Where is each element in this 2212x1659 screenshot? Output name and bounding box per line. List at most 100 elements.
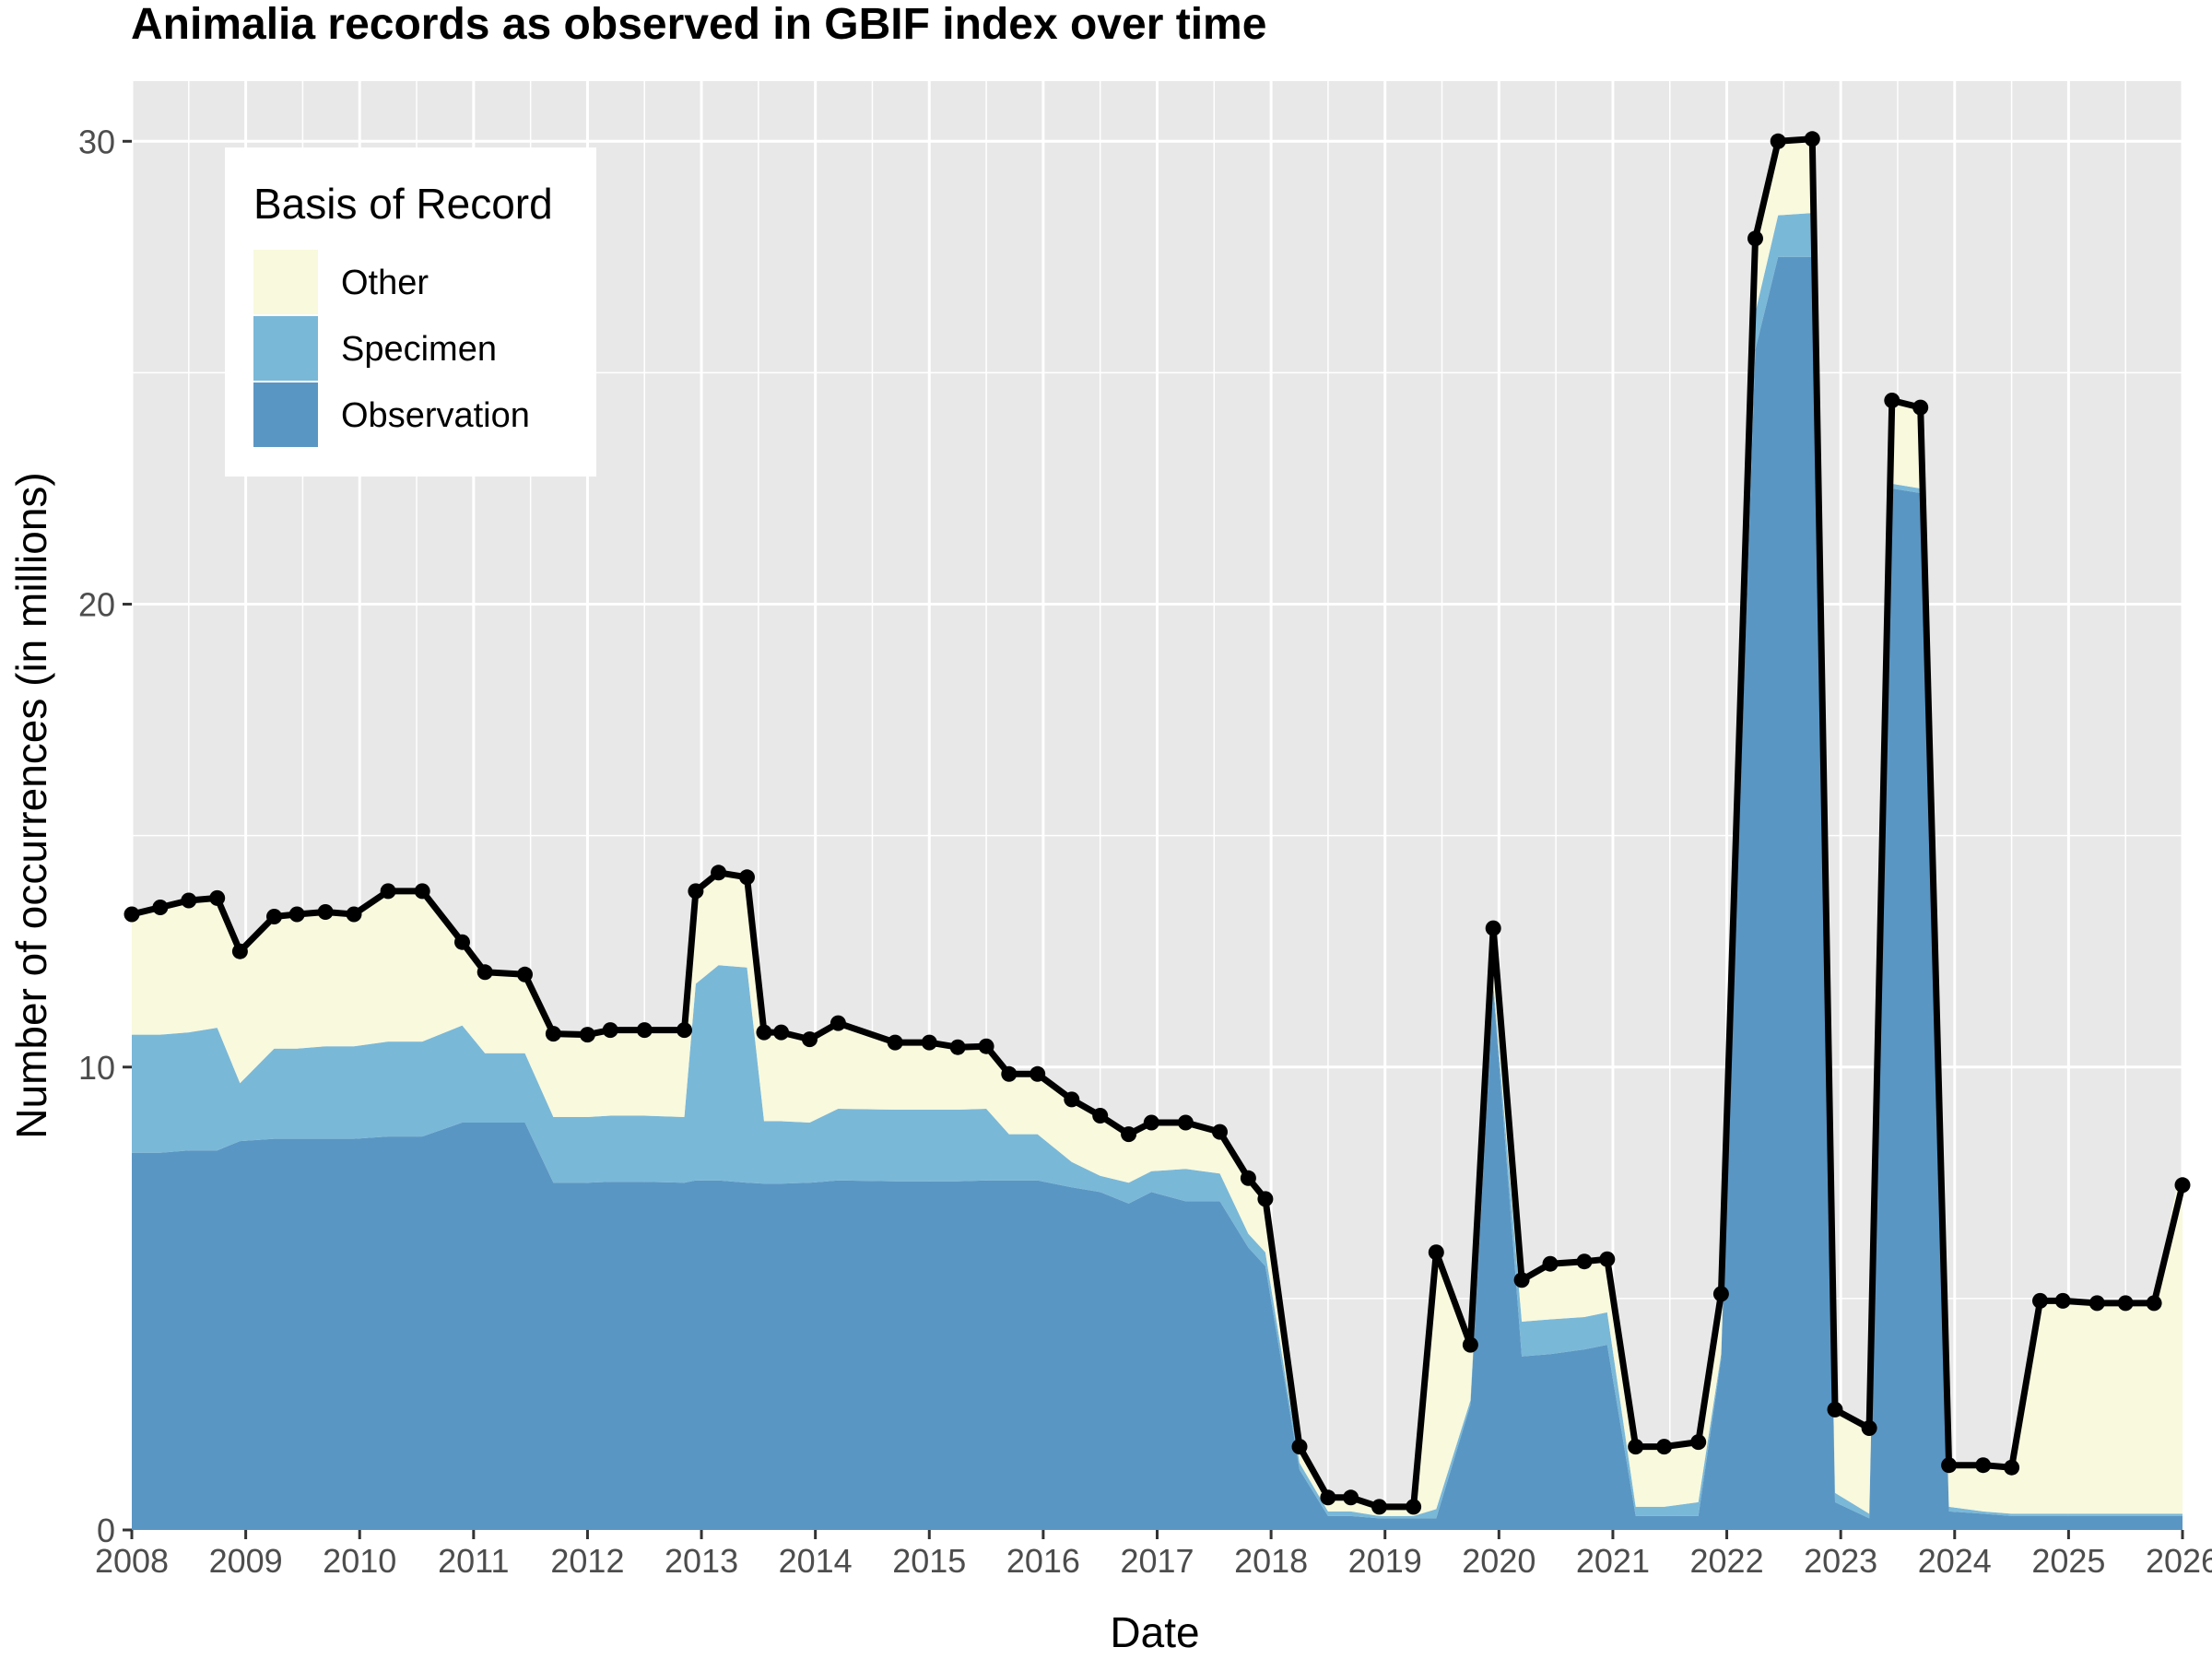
total-point xyxy=(1030,1065,1046,1082)
total-point xyxy=(1212,1124,1228,1140)
total-point xyxy=(1462,1336,1478,1353)
total-point xyxy=(1371,1499,1387,1515)
total-point xyxy=(1001,1065,1018,1082)
total-point xyxy=(1690,1434,1707,1451)
legend-key-other xyxy=(253,250,318,314)
total-point xyxy=(317,904,334,920)
x-tick-label: 2025 xyxy=(2031,1542,2105,1580)
total-point xyxy=(1542,1255,1559,1272)
total-point xyxy=(921,1034,937,1051)
x-tick-label: 2026 xyxy=(2146,1542,2212,1580)
total-point xyxy=(2032,1292,2048,1309)
stacked-areas xyxy=(132,138,2183,1530)
y-tick-label: 0 xyxy=(97,1512,115,1549)
total-point xyxy=(288,906,305,923)
total-point xyxy=(688,883,704,900)
x-tick-label: 2021 xyxy=(1576,1542,1650,1580)
x-tick-label: 2013 xyxy=(665,1542,738,1580)
x-tick-label: 2008 xyxy=(95,1542,169,1580)
total-point xyxy=(1712,1286,1729,1302)
total-point xyxy=(602,1022,618,1039)
total-point xyxy=(1064,1091,1080,1108)
total-point xyxy=(2146,1295,2162,1312)
total-point xyxy=(1599,1251,1616,1267)
y-tick-label: 30 xyxy=(78,123,115,160)
legend-entries: Other Specimen Observation xyxy=(253,250,530,447)
x-tick-label: 2016 xyxy=(1006,1542,1080,1580)
total-point xyxy=(2054,1292,2071,1309)
total-point xyxy=(677,1022,692,1039)
total-point xyxy=(1092,1108,1109,1124)
total-point xyxy=(949,1039,966,1055)
total-point xyxy=(346,906,362,923)
total-point xyxy=(1485,920,1501,936)
total-point xyxy=(1827,1401,1843,1418)
x-tick-label: 2011 xyxy=(438,1542,509,1580)
total-point xyxy=(1428,1244,1444,1261)
total-point xyxy=(124,906,140,923)
y-tick-label: 10 xyxy=(78,1049,115,1087)
total-point xyxy=(517,966,533,982)
total-point xyxy=(266,909,282,924)
total-point xyxy=(209,889,226,906)
total-point xyxy=(1177,1114,1194,1131)
total-point xyxy=(1656,1439,1673,1455)
total-point xyxy=(380,883,396,900)
x-tick-label: 2020 xyxy=(1462,1542,1535,1580)
total-point xyxy=(579,1027,595,1043)
total-point xyxy=(1576,1253,1593,1270)
total-point xyxy=(1770,133,1786,149)
y-tick-label: 20 xyxy=(78,586,115,624)
total-point xyxy=(1406,1499,1422,1515)
total-point xyxy=(2117,1295,2134,1312)
y-axis-title: Number of occurrences (in millions) xyxy=(7,472,55,1138)
total-point xyxy=(1861,1420,1877,1436)
x-tick-label: 2015 xyxy=(892,1542,966,1580)
total-point xyxy=(1975,1457,1992,1474)
total-point xyxy=(711,865,727,881)
area-observation xyxy=(132,256,2183,1530)
x-axis: 2008 2009 2010 2011 2012 2013 2014 2015 2016 2017… xyxy=(95,1530,2212,1580)
total-point xyxy=(1343,1489,1359,1506)
total-point xyxy=(887,1034,903,1051)
y-axis: 0 10 20 30 xyxy=(78,123,132,1549)
total-point xyxy=(978,1038,994,1054)
total-point xyxy=(773,1024,790,1041)
legend-key-observation xyxy=(253,382,318,447)
total-point xyxy=(1912,399,1929,416)
total-point xyxy=(830,1015,846,1031)
total-point xyxy=(1257,1191,1274,1207)
total-point xyxy=(152,900,169,915)
x-tick-label: 2019 xyxy=(1348,1542,1422,1580)
total-point xyxy=(181,892,197,909)
x-tick-label: 2017 xyxy=(1120,1542,1194,1580)
total-point xyxy=(1121,1126,1137,1143)
chart-title: Animalia records as observed in GBIF ind… xyxy=(131,0,1266,49)
total-point xyxy=(1320,1489,1336,1506)
total-point xyxy=(414,883,430,900)
total-point xyxy=(1240,1170,1256,1186)
total-point xyxy=(1291,1439,1308,1455)
legend-title: Basis of Record xyxy=(253,180,553,228)
total-point xyxy=(2004,1459,2020,1476)
total-series xyxy=(124,131,2191,1515)
total-point xyxy=(739,869,755,886)
total-point xyxy=(1143,1114,1159,1131)
x-tick-label: 2022 xyxy=(1690,1542,1764,1580)
legend-label-other: Other xyxy=(341,264,429,302)
x-tick-label: 2018 xyxy=(1234,1542,1308,1580)
total-point xyxy=(636,1022,653,1039)
x-tick-label: 2010 xyxy=(323,1542,396,1580)
total-point xyxy=(454,934,470,950)
total-point xyxy=(756,1024,772,1041)
legend: Basis of Record Other Specimen Observation xyxy=(225,147,596,477)
total-point xyxy=(802,1031,818,1048)
total-point xyxy=(1628,1439,1644,1455)
total-point xyxy=(545,1026,561,1042)
x-tick-label: 2023 xyxy=(1804,1542,1877,1580)
x-tick-label: 2012 xyxy=(550,1542,624,1580)
total-point xyxy=(2088,1295,2105,1312)
x-tick-label: 2014 xyxy=(779,1542,853,1580)
x-tick-label: 2009 xyxy=(209,1542,283,1580)
